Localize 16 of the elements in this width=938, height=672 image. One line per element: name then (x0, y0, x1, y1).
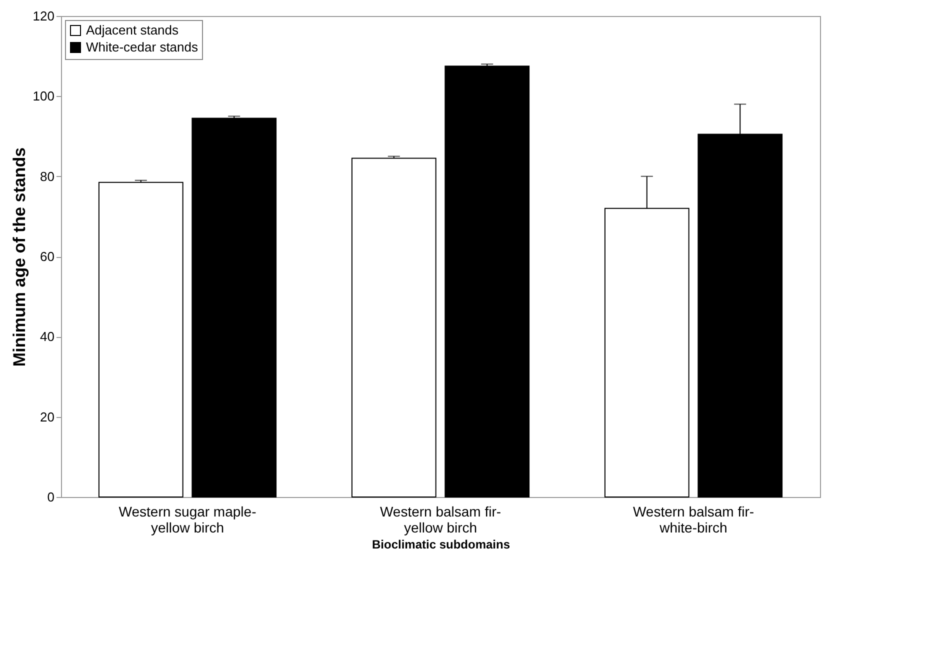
x-axis-title: Bioclimatic subdomains (372, 538, 510, 552)
legend-label: Adjacent stands (86, 22, 180, 38)
y-tick-label: 40 (40, 329, 54, 344)
y-axis-title: Minimum age of the stands (10, 147, 29, 367)
x-tick-label: Western sugar maple-yellow birch (118, 504, 257, 536)
y-tick-label: 60 (40, 249, 54, 264)
y-tick-label: 0 (47, 490, 54, 504)
bar (351, 158, 436, 498)
x-tick-label: Western balsam fir-white-birch (632, 504, 754, 536)
x-tick-label: Western balsam fir-yellow birch (380, 504, 502, 536)
y-tick-label: 20 (40, 409, 54, 424)
y-tick-label: 80 (40, 168, 54, 184)
y-tick-label: 120 (32, 8, 54, 24)
legend-label: White-cedar stands (86, 40, 198, 54)
y-tick-label: 100 (32, 88, 54, 104)
bar (98, 182, 184, 498)
